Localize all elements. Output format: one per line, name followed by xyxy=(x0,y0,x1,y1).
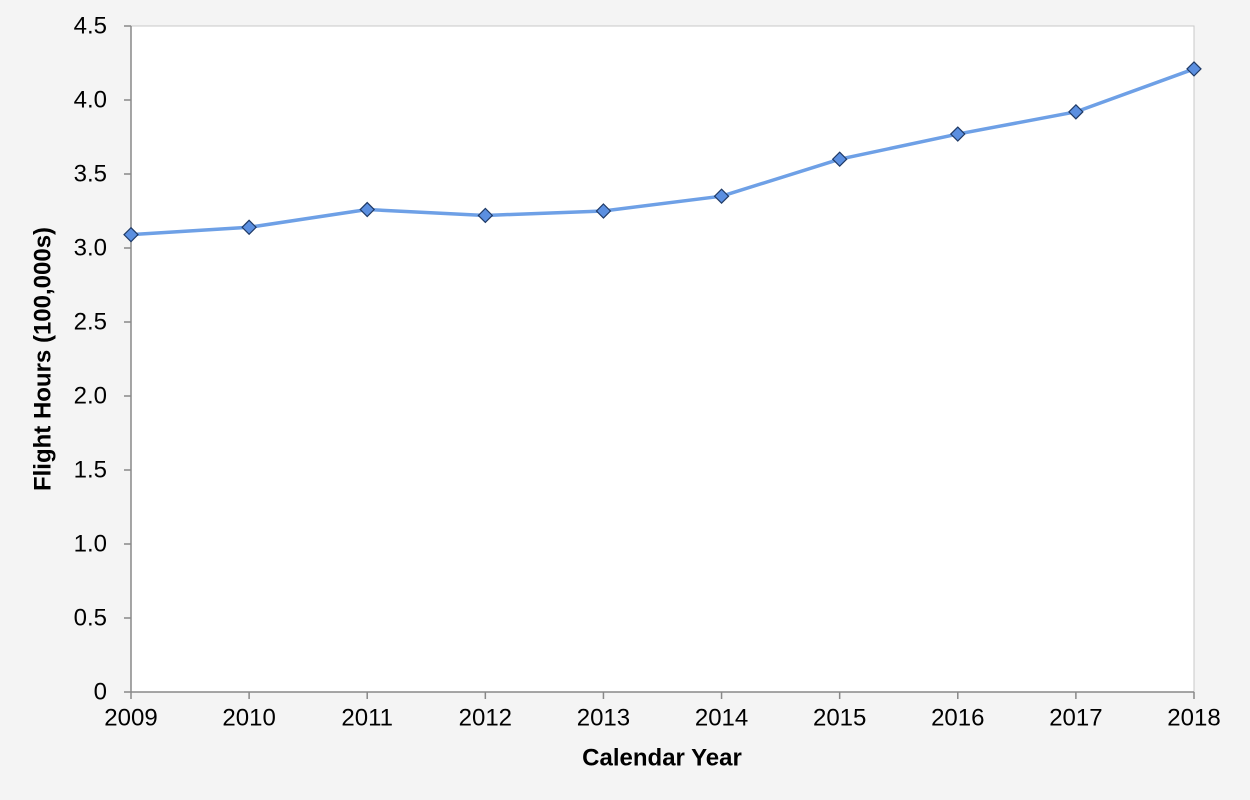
y-tick-label: 1.0 xyxy=(74,530,107,557)
x-tick-label: 2014 xyxy=(695,704,748,731)
marker xyxy=(949,126,966,142)
y-tick-label: 4.5 xyxy=(74,12,107,39)
x-tick-label: 2016 xyxy=(931,704,984,731)
y-tick-label: 3.5 xyxy=(74,160,107,187)
marker xyxy=(831,151,848,168)
x-tick-label: 2013 xyxy=(577,704,630,731)
y-tick-label: 0.5 xyxy=(74,604,107,631)
x-tick-label: 2012 xyxy=(459,704,512,731)
y-axis-title: Flight Hours (100,000s) xyxy=(29,227,56,491)
marker xyxy=(359,201,376,218)
marker xyxy=(1068,103,1084,120)
x-tick-label: 2017 xyxy=(1049,704,1102,731)
plot-area xyxy=(130,25,1195,693)
marker xyxy=(595,203,612,219)
marker xyxy=(713,188,730,205)
marker xyxy=(241,219,257,236)
x-tick-label: 2011 xyxy=(341,704,393,731)
x-tick-label: 2018 xyxy=(1167,704,1220,731)
y-tick-label: 4.0 xyxy=(74,86,107,113)
x-axis-title: Calendar Year xyxy=(582,744,742,771)
y-tick-label: 0 xyxy=(94,678,107,705)
marker xyxy=(123,226,139,243)
marker xyxy=(477,207,494,224)
x-tick-label: 2010 xyxy=(222,704,275,731)
line xyxy=(130,67,1195,237)
y-tick-label: 2.0 xyxy=(74,382,107,409)
y-tick-label: 2.5 xyxy=(74,308,107,335)
x-tick-label: 2015 xyxy=(813,704,866,731)
y-tick-label: 3.0 xyxy=(74,234,107,261)
y-tick-label: 1.5 xyxy=(74,456,107,483)
marker xyxy=(1186,61,1202,77)
x-tick-label: 2009 xyxy=(104,704,157,731)
